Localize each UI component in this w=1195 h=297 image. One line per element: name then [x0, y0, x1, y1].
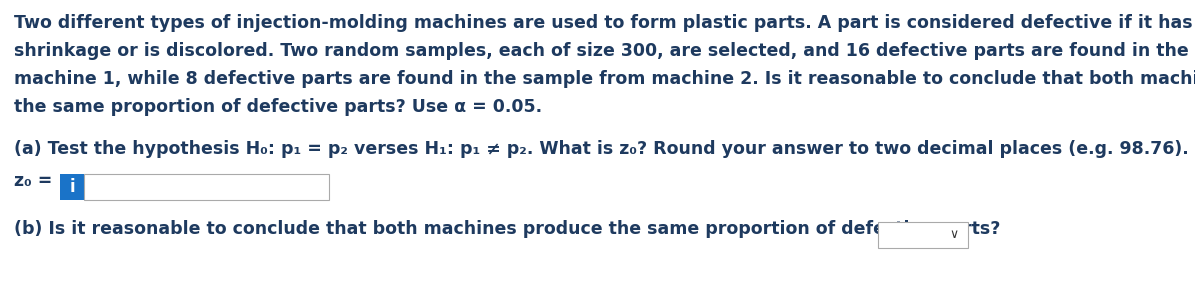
Text: Two different types of injection-molding machines are used to form plastic parts: Two different types of injection-molding… [14, 14, 1195, 32]
Text: the same proportion of defective parts? Use α = 0.05.: the same proportion of defective parts? … [14, 98, 543, 116]
Bar [878, 222, 968, 248]
Text: ∨: ∨ [950, 228, 958, 241]
Text: machine 1, while 8 defective parts are found in the sample from machine 2. Is it: machine 1, while 8 defective parts are f… [14, 70, 1195, 88]
Text: (a) Test the hypothesis H₀: p₁ = p₂ verses H₁: p₁ ≠ p₂. What is z₀? Round your a: (a) Test the hypothesis H₀: p₁ = p₂ vers… [14, 140, 1189, 158]
Text: shrinkage or is discolored. Two random samples, each of size 300, are selected, : shrinkage or is discolored. Two random s… [14, 42, 1195, 60]
Bar [84, 174, 329, 200]
Text: z₀ =: z₀ = [14, 172, 53, 190]
Text: i: i [69, 178, 75, 196]
Bar [60, 174, 84, 200]
Text: (b) Is it reasonable to conclude that both machines produce the same proportion : (b) Is it reasonable to conclude that bo… [14, 220, 1000, 238]
